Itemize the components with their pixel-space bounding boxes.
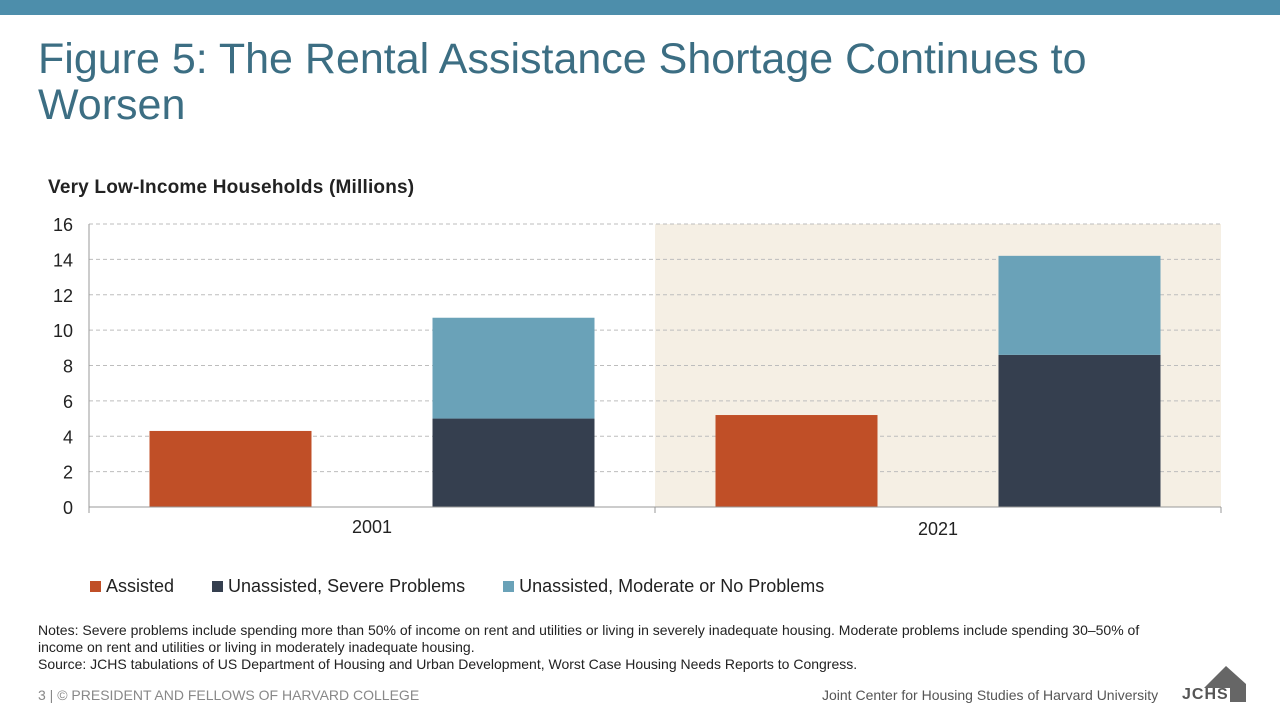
- bar-unassisted-moderate-or-no-problems-2001: [432, 317, 595, 419]
- x-category-label: 2021: [918, 519, 958, 539]
- bar-unassisted-moderate-or-no-problems-2021: [998, 255, 1161, 355]
- y-tick-label: 10: [53, 321, 73, 341]
- legend-swatch-severe: [212, 581, 224, 592]
- y-tick-label: 4: [63, 427, 73, 447]
- legend-item-moderate: Unassisted, Moderate or No Problems: [503, 576, 824, 597]
- x-category-label: 2001: [352, 517, 392, 537]
- legend-label-moderate: Unassisted, Moderate or No Problems: [519, 576, 825, 596]
- y-tick-label: 14: [53, 250, 73, 270]
- y-tick-label: 2: [63, 463, 73, 483]
- chart-notes: Notes: Severe problems include spending …: [38, 622, 1168, 673]
- logo-text: JCHS: [1182, 686, 1229, 703]
- source-text: Source: JCHS tabulations of US Departmen…: [38, 656, 858, 672]
- bar-unassisted-severe-problems-2021: [998, 354, 1161, 507]
- jchs-logo: JCHS: [1182, 664, 1248, 704]
- legend-swatch-assisted: [90, 581, 101, 592]
- top-accent-bar: [0, 0, 1280, 15]
- legend-item-assisted: Assisted: [90, 576, 174, 597]
- bar-unassisted-severe-problems-2001: [432, 418, 595, 507]
- y-tick-label: 8: [63, 357, 73, 377]
- legend-swatch-moderate: [503, 581, 515, 592]
- chart-title: Very Low-Income Households (Millions): [48, 177, 415, 198]
- legend-label-assisted: Assisted: [106, 576, 175, 596]
- bar-chart: 0 2 4 6 8 10 12 14 16 2001 2021: [53, 215, 1222, 539]
- footer-organization: Joint Center for Housing Studies of Harv…: [822, 687, 1159, 703]
- page-title: Figure 5: The Rental Assistance Shortage…: [38, 35, 1087, 129]
- y-tick-label: 0: [63, 498, 73, 518]
- legend-label-severe: Unassisted, Severe Problems: [228, 576, 466, 596]
- house-icon: [1204, 666, 1246, 702]
- legend-item-severe: Unassisted, Severe Problems: [212, 576, 465, 597]
- y-tick-label: 16: [53, 215, 73, 235]
- bar-assisted-2021: [715, 415, 878, 507]
- y-tick-label: 12: [53, 286, 73, 306]
- notes-text: Notes: Severe problems include spending …: [38, 622, 1140, 655]
- bar-assisted-2001: [149, 430, 312, 507]
- y-tick-label: 6: [63, 392, 73, 412]
- footer-copyright: 3 | © PRESIDENT AND FELLOWS OF HARVARD C…: [38, 687, 420, 703]
- chart-legend: Assisted Unassisted, Severe Problems Una…: [90, 576, 824, 597]
